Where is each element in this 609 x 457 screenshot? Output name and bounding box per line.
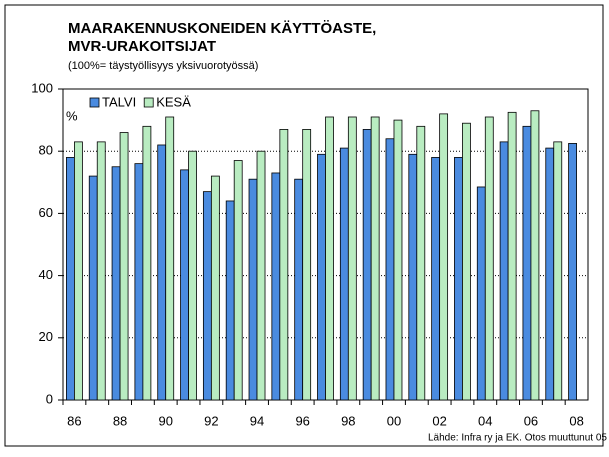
bar: [134, 163, 144, 401]
bar: [111, 166, 121, 401]
x-tick-label: 00: [387, 413, 401, 428]
bar: [431, 157, 441, 401]
bar: [499, 141, 509, 401]
bar: [271, 172, 281, 401]
chart-title: MVR-URAKOITSIJAT: [68, 38, 216, 55]
bar: [439, 113, 449, 401]
bar: [385, 138, 395, 401]
source: Lähde: Infra ry ja EK. Otos muuttunut 05: [428, 433, 607, 444]
bar: [165, 116, 175, 401]
bar: [530, 110, 540, 401]
bar: [233, 160, 243, 401]
x-tick-label: 90: [158, 413, 172, 428]
chart-title: MAARAKENNUSKONEIDEN KÄYTTÖASTE,: [68, 20, 376, 37]
bar: [408, 153, 418, 401]
y-tick-label: 60: [39, 205, 53, 220]
bar: [568, 143, 577, 401]
bar: [294, 178, 304, 401]
bar: [484, 116, 494, 401]
bar: [462, 122, 471, 401]
y-tick-label: 80: [39, 143, 53, 158]
bar: [248, 178, 258, 401]
legend-swatch: [143, 97, 154, 108]
legend-swatch: [89, 97, 100, 108]
bar: [325, 116, 334, 401]
frame: [4, 4, 604, 447]
x-tick-label: 96: [295, 413, 309, 428]
y-axis-label: %: [66, 108, 78, 123]
x-tick-label: 02: [432, 413, 446, 428]
bar: [317, 153, 326, 401]
bar: [88, 175, 98, 401]
bar: [507, 111, 517, 401]
bar: [142, 125, 152, 401]
x-tick-label: 06: [524, 413, 538, 428]
bar: [454, 157, 463, 401]
bar: [393, 119, 403, 401]
bar: [66, 157, 75, 401]
bar: [256, 150, 266, 401]
bar: [180, 169, 189, 401]
bar: [119, 132, 129, 401]
x-tick-label: 86: [67, 413, 81, 428]
bar: [476, 186, 486, 401]
x-tick-label: 08: [569, 413, 583, 428]
x-tick-label: 94: [250, 413, 264, 428]
y-tick-label: 20: [39, 329, 53, 344]
bar: [157, 144, 167, 401]
bar: [362, 129, 372, 401]
bar: [74, 141, 83, 401]
bar: [370, 116, 380, 401]
y-tick-label: 40: [39, 267, 53, 282]
bar: [347, 116, 357, 401]
bar: [279, 129, 289, 401]
x-tick-label: 98: [341, 413, 355, 428]
bar: [545, 147, 555, 401]
bar: [553, 141, 563, 401]
bar: [202, 191, 212, 401]
bar: [339, 147, 349, 401]
y-tick-label: 100: [31, 80, 53, 95]
y-tick-label: 0: [46, 391, 53, 406]
bar: [522, 125, 532, 401]
legend-label: TALVI: [102, 94, 136, 109]
bar: [302, 129, 312, 401]
bar: [210, 175, 220, 401]
bar: [416, 125, 426, 401]
bar: [96, 141, 106, 401]
x-tick-label: 92: [204, 413, 218, 428]
bar: [188, 150, 197, 401]
chart-subtitle: (100%= täystyöllisyys yksivuorotyössä): [68, 60, 258, 72]
legend-label: KESÄ: [156, 94, 191, 109]
x-tick-label: 88: [113, 413, 127, 428]
bar: [225, 200, 235, 401]
x-tick-label: 04: [478, 413, 492, 428]
